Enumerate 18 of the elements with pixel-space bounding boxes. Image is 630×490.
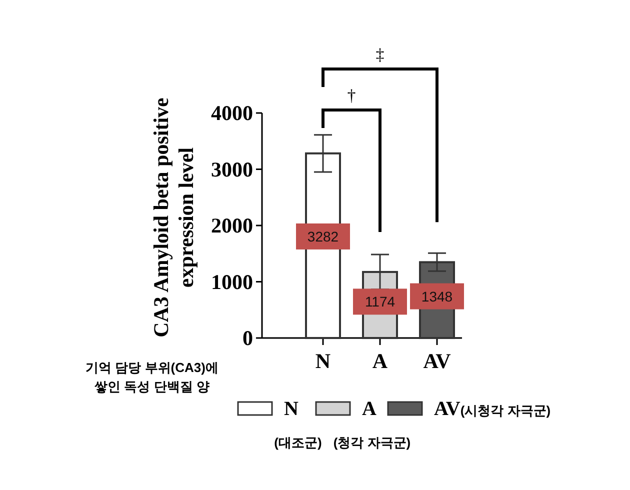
text: † xyxy=(347,86,356,105)
text: 기억 담당 부위(CA3)에 쌓인 독성 단백질 양 xyxy=(86,360,218,394)
x-tick-label: AV xyxy=(423,349,451,373)
y-tick-label: 0 xyxy=(242,326,253,350)
data-label: 1348 xyxy=(421,288,453,304)
y-tick-label: 4000 xyxy=(211,101,253,125)
text: (대조군) xyxy=(274,435,322,450)
y-axis-title: CA3 Amyloid beta positive expression level xyxy=(149,98,198,338)
x-tick-label: N xyxy=(315,349,331,373)
y-tick-label: 2000 xyxy=(211,214,253,238)
legend-label: AV(시청각 자극군) xyxy=(434,398,551,420)
x-tick-label: A xyxy=(372,349,388,373)
data-label: 1174 xyxy=(364,294,396,310)
legend-label: N xyxy=(284,398,299,420)
legend-label: A xyxy=(362,398,377,420)
y-tick-label: 3000 xyxy=(211,157,253,182)
y-tick-label: 1000 xyxy=(211,270,253,294)
text: (청각 자극군) xyxy=(333,435,411,450)
